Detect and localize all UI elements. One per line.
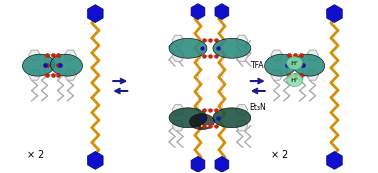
Polygon shape: [172, 121, 184, 131]
Ellipse shape: [169, 38, 207, 58]
Polygon shape: [327, 152, 342, 169]
Polygon shape: [65, 50, 76, 60]
Ellipse shape: [213, 108, 251, 128]
Ellipse shape: [287, 57, 302, 70]
Text: H⁺: H⁺: [290, 61, 299, 66]
Ellipse shape: [50, 54, 82, 76]
Polygon shape: [29, 70, 40, 80]
Polygon shape: [215, 156, 229, 172]
Polygon shape: [29, 50, 40, 60]
Text: TFA: TFA: [251, 61, 265, 70]
Ellipse shape: [169, 108, 207, 128]
Polygon shape: [271, 50, 283, 60]
Polygon shape: [172, 105, 184, 115]
Text: $\times$ 2: $\times$ 2: [270, 148, 289, 160]
Polygon shape: [236, 121, 248, 131]
Text: H⁺: H⁺: [290, 78, 299, 83]
Polygon shape: [307, 70, 319, 80]
Ellipse shape: [265, 54, 297, 76]
Polygon shape: [307, 50, 319, 60]
Polygon shape: [88, 152, 103, 169]
Polygon shape: [65, 70, 76, 80]
Polygon shape: [236, 35, 248, 45]
Text: $\times$ 2: $\times$ 2: [26, 148, 45, 160]
Polygon shape: [172, 35, 184, 45]
Polygon shape: [88, 5, 103, 22]
Polygon shape: [271, 70, 283, 80]
Polygon shape: [236, 51, 248, 61]
Ellipse shape: [213, 38, 251, 58]
Polygon shape: [215, 4, 229, 20]
Polygon shape: [172, 51, 184, 61]
Ellipse shape: [23, 54, 54, 76]
Polygon shape: [236, 105, 248, 115]
Ellipse shape: [189, 114, 214, 130]
Polygon shape: [327, 5, 342, 22]
Ellipse shape: [287, 74, 302, 86]
Ellipse shape: [293, 54, 325, 76]
Text: Et₃N: Et₃N: [249, 103, 266, 112]
Polygon shape: [191, 4, 205, 20]
Polygon shape: [191, 156, 205, 172]
